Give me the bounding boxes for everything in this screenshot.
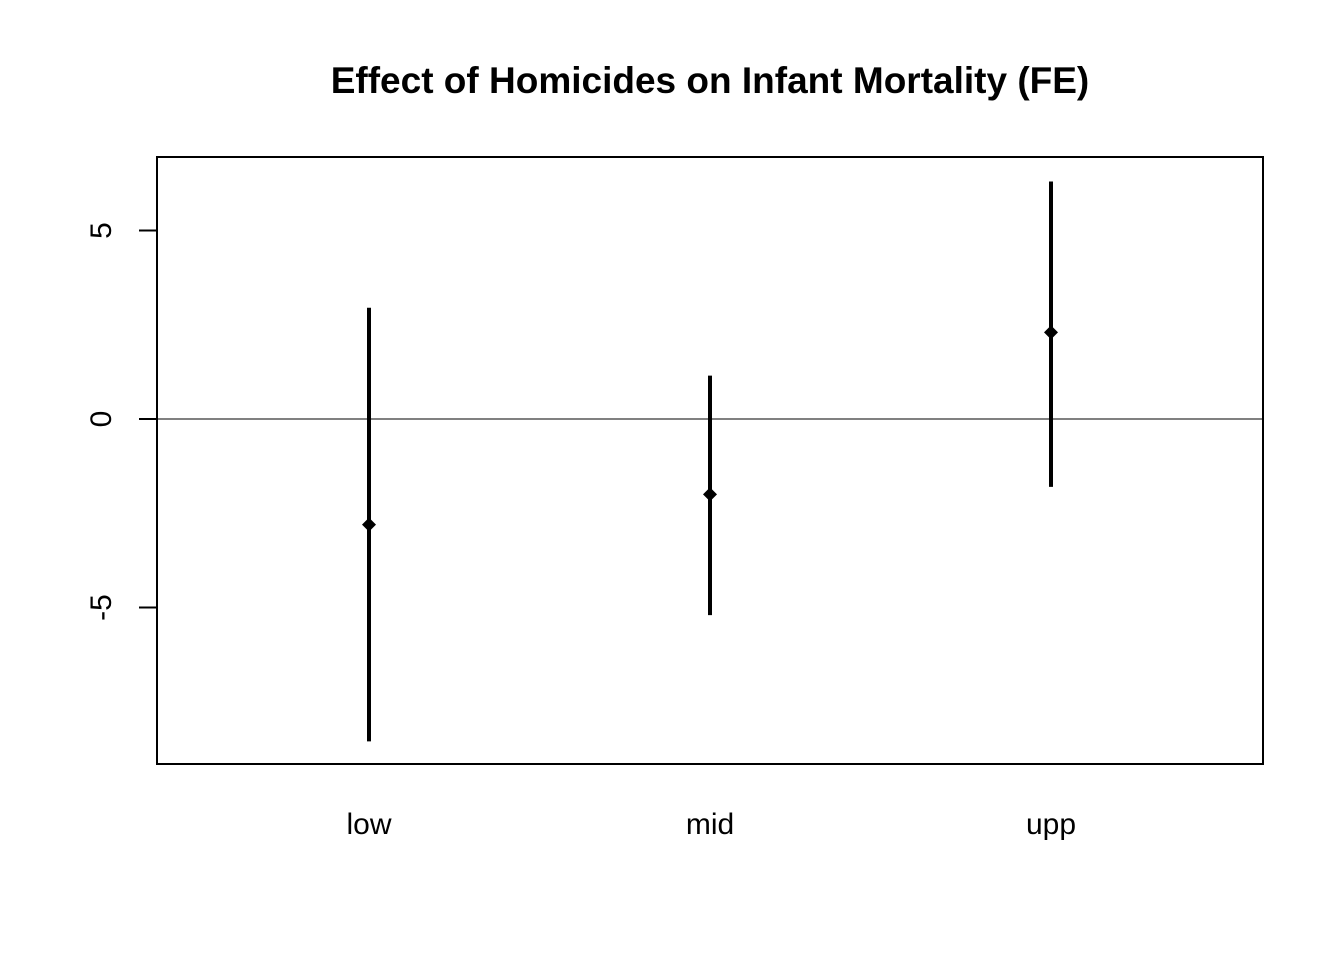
point-estimate xyxy=(1044,325,1058,340)
x-tick-label: mid xyxy=(686,808,734,841)
y-axis: -5 0 5 xyxy=(85,222,157,621)
x-axis: low mid upp xyxy=(346,808,1076,841)
y-tick-label: -5 xyxy=(85,594,118,621)
point-estimate xyxy=(362,517,376,532)
point-estimate xyxy=(703,487,717,502)
y-tick-label: 5 xyxy=(85,222,118,239)
x-tick-label: upp xyxy=(1026,808,1076,841)
y-tick-label: 0 xyxy=(85,411,118,428)
x-tick-label: low xyxy=(346,808,391,841)
plot-frame xyxy=(156,156,1264,765)
chart-title: Effect of Homicides on Infant Mortality … xyxy=(331,60,1090,101)
error-bar-marks xyxy=(362,181,1058,742)
